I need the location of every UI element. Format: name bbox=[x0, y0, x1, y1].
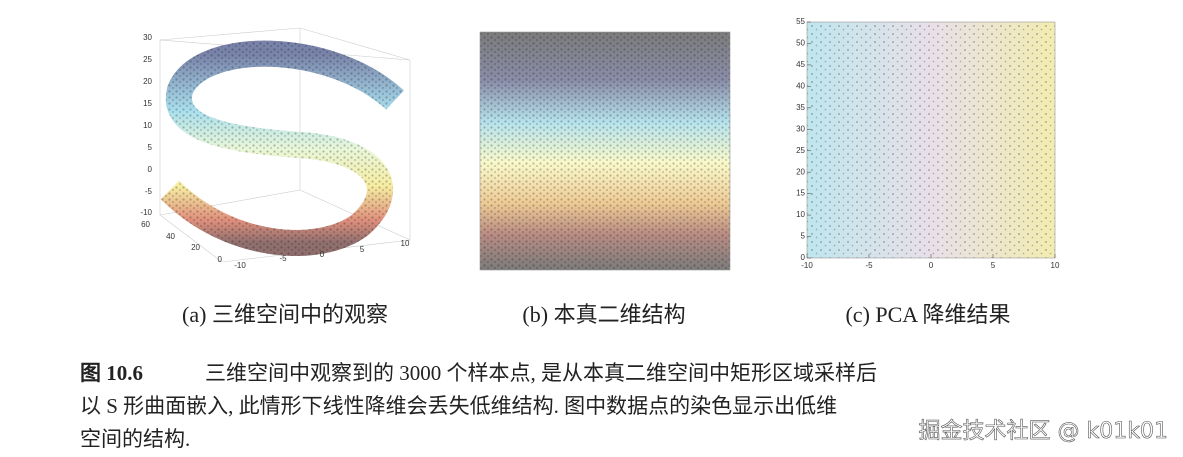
tick-label: 45 bbox=[796, 60, 805, 69]
tick-label: 20 bbox=[143, 77, 152, 86]
tick-label: -5 bbox=[865, 261, 873, 270]
tick-label: 10 bbox=[1051, 261, 1060, 270]
panel-c: -10 -5 0 5 10 0 5 10 15 20 25 30 35 40 45 50 55 bbox=[796, 17, 1060, 270]
tick-label: 30 bbox=[796, 124, 805, 133]
tick-label: 0 bbox=[929, 261, 934, 270]
tick-label: 25 bbox=[796, 146, 805, 155]
tick-label: -10 bbox=[801, 261, 813, 270]
tick-label: 30 bbox=[143, 33, 152, 42]
tick-label: 10 bbox=[796, 210, 805, 219]
tick-label: -10 bbox=[234, 261, 246, 270]
tick-label: -10 bbox=[140, 208, 152, 217]
tick-label: 20 bbox=[796, 167, 805, 176]
tick-label: 5 bbox=[360, 245, 365, 254]
tick-label: 10 bbox=[143, 121, 152, 130]
tick-label: 0 bbox=[148, 165, 153, 174]
panel-caption: (c) PCA 降维结果 bbox=[845, 302, 1010, 327]
panel-caption: (b) 本真二维结构 bbox=[522, 302, 685, 327]
panel-a: 30 25 20 15 10 5 0 -5 -10 60 40 20 0 -10… bbox=[140, 27, 411, 270]
tick-label: 35 bbox=[796, 103, 805, 112]
tick-label: 55 bbox=[796, 17, 805, 26]
tick-label: 40 bbox=[166, 232, 175, 241]
tick-label: 40 bbox=[796, 81, 805, 90]
tick-label: 5 bbox=[148, 143, 153, 152]
figure-label: 图 10.6 bbox=[80, 361, 143, 385]
tick-label: -5 bbox=[279, 254, 287, 263]
panel-b bbox=[479, 31, 731, 271]
caption-line: 空间的结构. bbox=[80, 427, 190, 451]
watermark: 掘金技术社区 @ k01k01 bbox=[919, 419, 1168, 444]
tick-label: 0 bbox=[218, 255, 223, 264]
tick-label: 20 bbox=[191, 243, 200, 252]
tick-label: 0 bbox=[801, 253, 806, 262]
tick-label: 0 bbox=[320, 250, 325, 259]
tick-label: 15 bbox=[796, 189, 805, 198]
panel-caption: (a) 三维空间中的观察 bbox=[182, 302, 388, 327]
tick-label: -5 bbox=[145, 187, 153, 196]
tick-label: 50 bbox=[796, 39, 805, 48]
tick-label: 5 bbox=[991, 261, 996, 270]
tick-label: 25 bbox=[143, 55, 152, 64]
caption-line: 以 S 形曲面嵌入, 此情形下线性降维会丢失低维结构. 图中数据点的染色显示出低… bbox=[80, 394, 837, 418]
tick-label: 5 bbox=[801, 232, 806, 241]
tick-label: 10 bbox=[401, 239, 410, 248]
caption-line: 三维空间中观察到的 3000 个样本点, 是从本真二维空间中矩形区域采样后 bbox=[205, 361, 877, 385]
tick-label: 15 bbox=[143, 99, 152, 108]
tick-label: 60 bbox=[141, 220, 150, 229]
